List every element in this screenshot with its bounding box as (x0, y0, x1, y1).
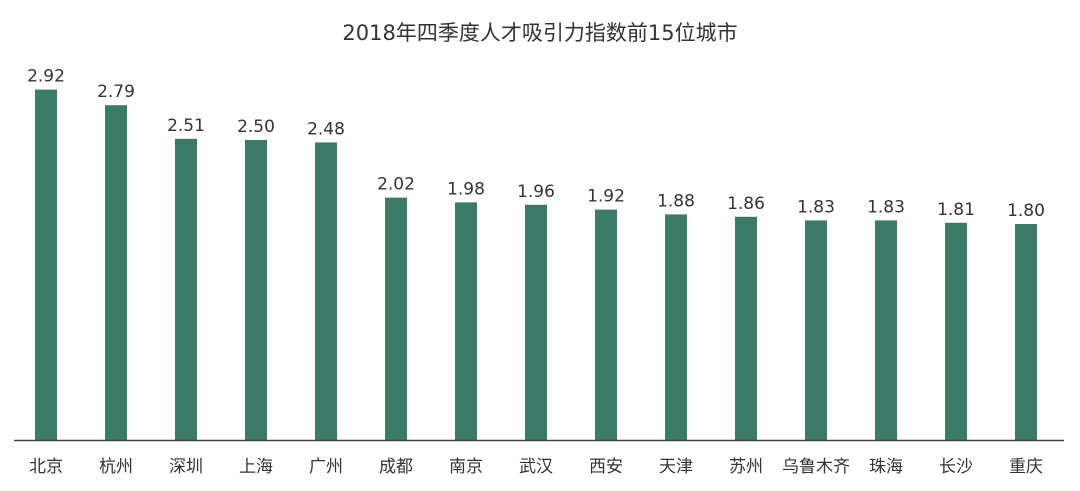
bar-1 (105, 105, 127, 440)
bars-layer (35, 89, 1037, 441)
bar-2 (175, 138, 197, 441)
bar-value-label-8: 1.92 (587, 187, 625, 207)
x-tick-label-2: 深圳 (169, 457, 203, 477)
bar-11 (805, 220, 827, 440)
bar-5 (385, 197, 407, 440)
bar-value-label-11: 1.83 (797, 197, 835, 217)
bar-value-label-14: 1.80 (1007, 201, 1045, 221)
x-tick-label-6: 南京 (449, 457, 483, 477)
chart-title: 2018年四季度人才吸引力指数前15位城市 (342, 21, 737, 45)
x-tick-label-3: 上海 (239, 457, 273, 477)
x-tick-label-10: 苏州 (729, 457, 763, 477)
x-tick-label-7: 武汉 (519, 457, 553, 477)
x-tick-label-9: 天津 (659, 457, 693, 477)
bar-3 (245, 140, 267, 440)
x-tick-label-5: 成都 (379, 457, 413, 477)
bar-value-label-0: 2.92 (27, 67, 65, 87)
x-tick-label-0: 北京 (29, 457, 63, 477)
bar-value-label-4: 2.48 (307, 119, 345, 139)
value-labels-layer: 2.92 2.79 2.51 2.50 2.48 2.02 1.98 1.96 1.92 1.88… (27, 67, 1045, 221)
bar-8 (595, 209, 617, 440)
bar-value-label-2: 2.51 (167, 116, 205, 136)
bar-value-label-5: 2.02 (377, 175, 415, 195)
bar-value-label-12: 1.83 (867, 197, 905, 217)
x-tick-label-4: 广州 (309, 457, 343, 477)
bar-7 (525, 204, 547, 440)
bar-value-label-3: 2.50 (237, 117, 275, 137)
bar-0 (35, 89, 57, 440)
x-tick-labels-layer: 北京 杭州 深圳 上海 广州 成都 南京 武汉 西安 天津 苏州 乌鲁木齐 珠海 长沙 重庆 (29, 457, 1043, 477)
bar-10 (735, 216, 757, 440)
bar-13 (945, 222, 967, 440)
bar-value-label-13: 1.81 (937, 200, 975, 220)
x-tick-label-1: 杭州 (99, 457, 133, 477)
bar-14 (1015, 224, 1037, 440)
bar-12 (875, 220, 897, 440)
x-tick-label-14: 重庆 (1009, 457, 1043, 477)
x-tick-label-13: 长沙 (939, 457, 973, 477)
x-tick-label-8: 西安 (589, 457, 623, 477)
bar-6 (455, 202, 477, 440)
bar-value-label-1: 2.79 (97, 82, 135, 102)
bar-value-label-10: 1.86 (727, 194, 765, 214)
bar-9 (665, 214, 687, 440)
x-tick-label-11: 乌鲁木齐 (782, 457, 850, 477)
bar-value-label-9: 1.88 (657, 191, 695, 211)
bar-value-label-7: 1.96 (517, 182, 555, 202)
x-tick-label-12: 珠海 (869, 457, 903, 477)
bar-4 (315, 142, 337, 440)
bar-value-label-6: 1.98 (447, 179, 485, 199)
